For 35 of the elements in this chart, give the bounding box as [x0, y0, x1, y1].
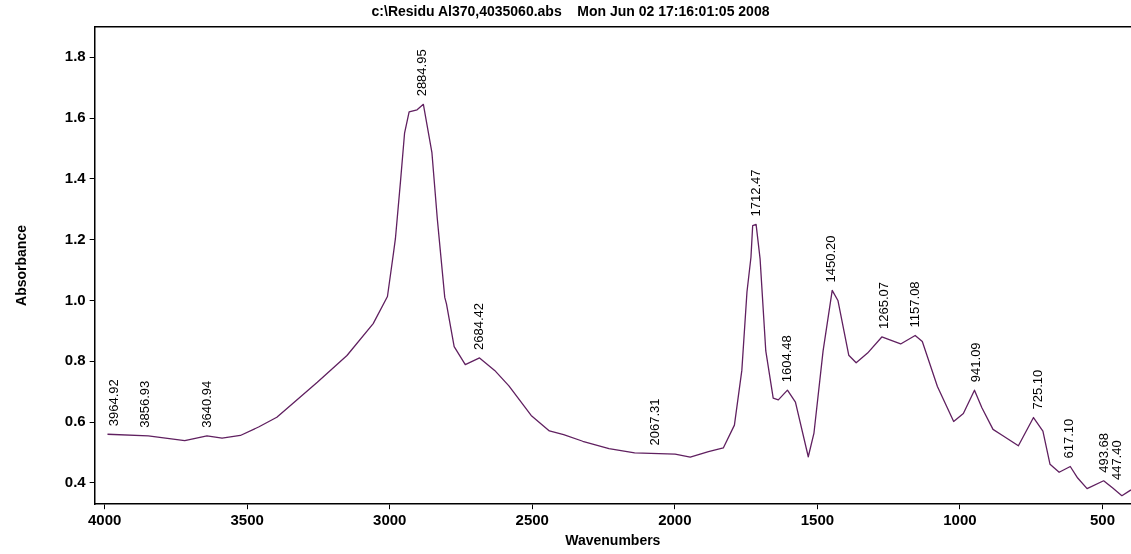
annotation: 3640.94 — [198, 380, 214, 428]
x-tick-label: 3500 — [230, 511, 264, 529]
annotation: 1604.48 — [779, 335, 795, 383]
annotation: 941.09 — [968, 342, 984, 383]
x-tick-label: 3000 — [373, 511, 407, 529]
y-tick-label: 0.8 — [64, 351, 86, 369]
x-tick-label: 1000 — [943, 511, 977, 529]
annotation: 493.68 — [1095, 433, 1111, 473]
annotation: 1712.47 — [748, 169, 764, 217]
annotation: 1265.07 — [875, 281, 891, 329]
x-tick-label: 4000 — [87, 511, 122, 529]
annotation: 2684.42 — [471, 302, 487, 350]
annotation: 2067.31 — [647, 398, 663, 446]
y-tick-label: 1.8 — [64, 47, 86, 65]
y-tick-label: 1.4 — [64, 168, 87, 186]
annotation: 2884.95 — [414, 49, 430, 97]
x-tick-label: 2500 — [515, 511, 549, 529]
annotation: 725.10 — [1029, 369, 1045, 410]
annotation: 1450.20 — [823, 235, 839, 283]
y-tick-label: 1.6 — [64, 108, 86, 126]
annotation: 3964.92 — [106, 379, 122, 427]
x-tick-label: 2000 — [658, 511, 692, 529]
y-axis-title: Absorbance — [13, 224, 30, 306]
x-axis-title: Wavenumbers — [565, 532, 661, 549]
annotation: 447.40 — [1109, 440, 1125, 481]
annotation: 3856.93 — [137, 380, 152, 428]
annotation: 1157.08 — [906, 281, 922, 328]
y-tick-label: 0.4 — [64, 473, 87, 491]
y-tick-label: 1.2 — [64, 229, 86, 247]
x-tick-label: 1500 — [800, 511, 835, 529]
y-tick-label: 1.0 — [64, 290, 86, 308]
y-tick-label: 0.6 — [64, 412, 86, 430]
chart-title: c:\Residu Al370,4035060.abs Mon Jun 02 17:16:01:05 2008 — [371, 3, 770, 20]
annotation: 617.10 — [1060, 418, 1076, 459]
x-tick-label: 500 — [1089, 511, 1116, 529]
